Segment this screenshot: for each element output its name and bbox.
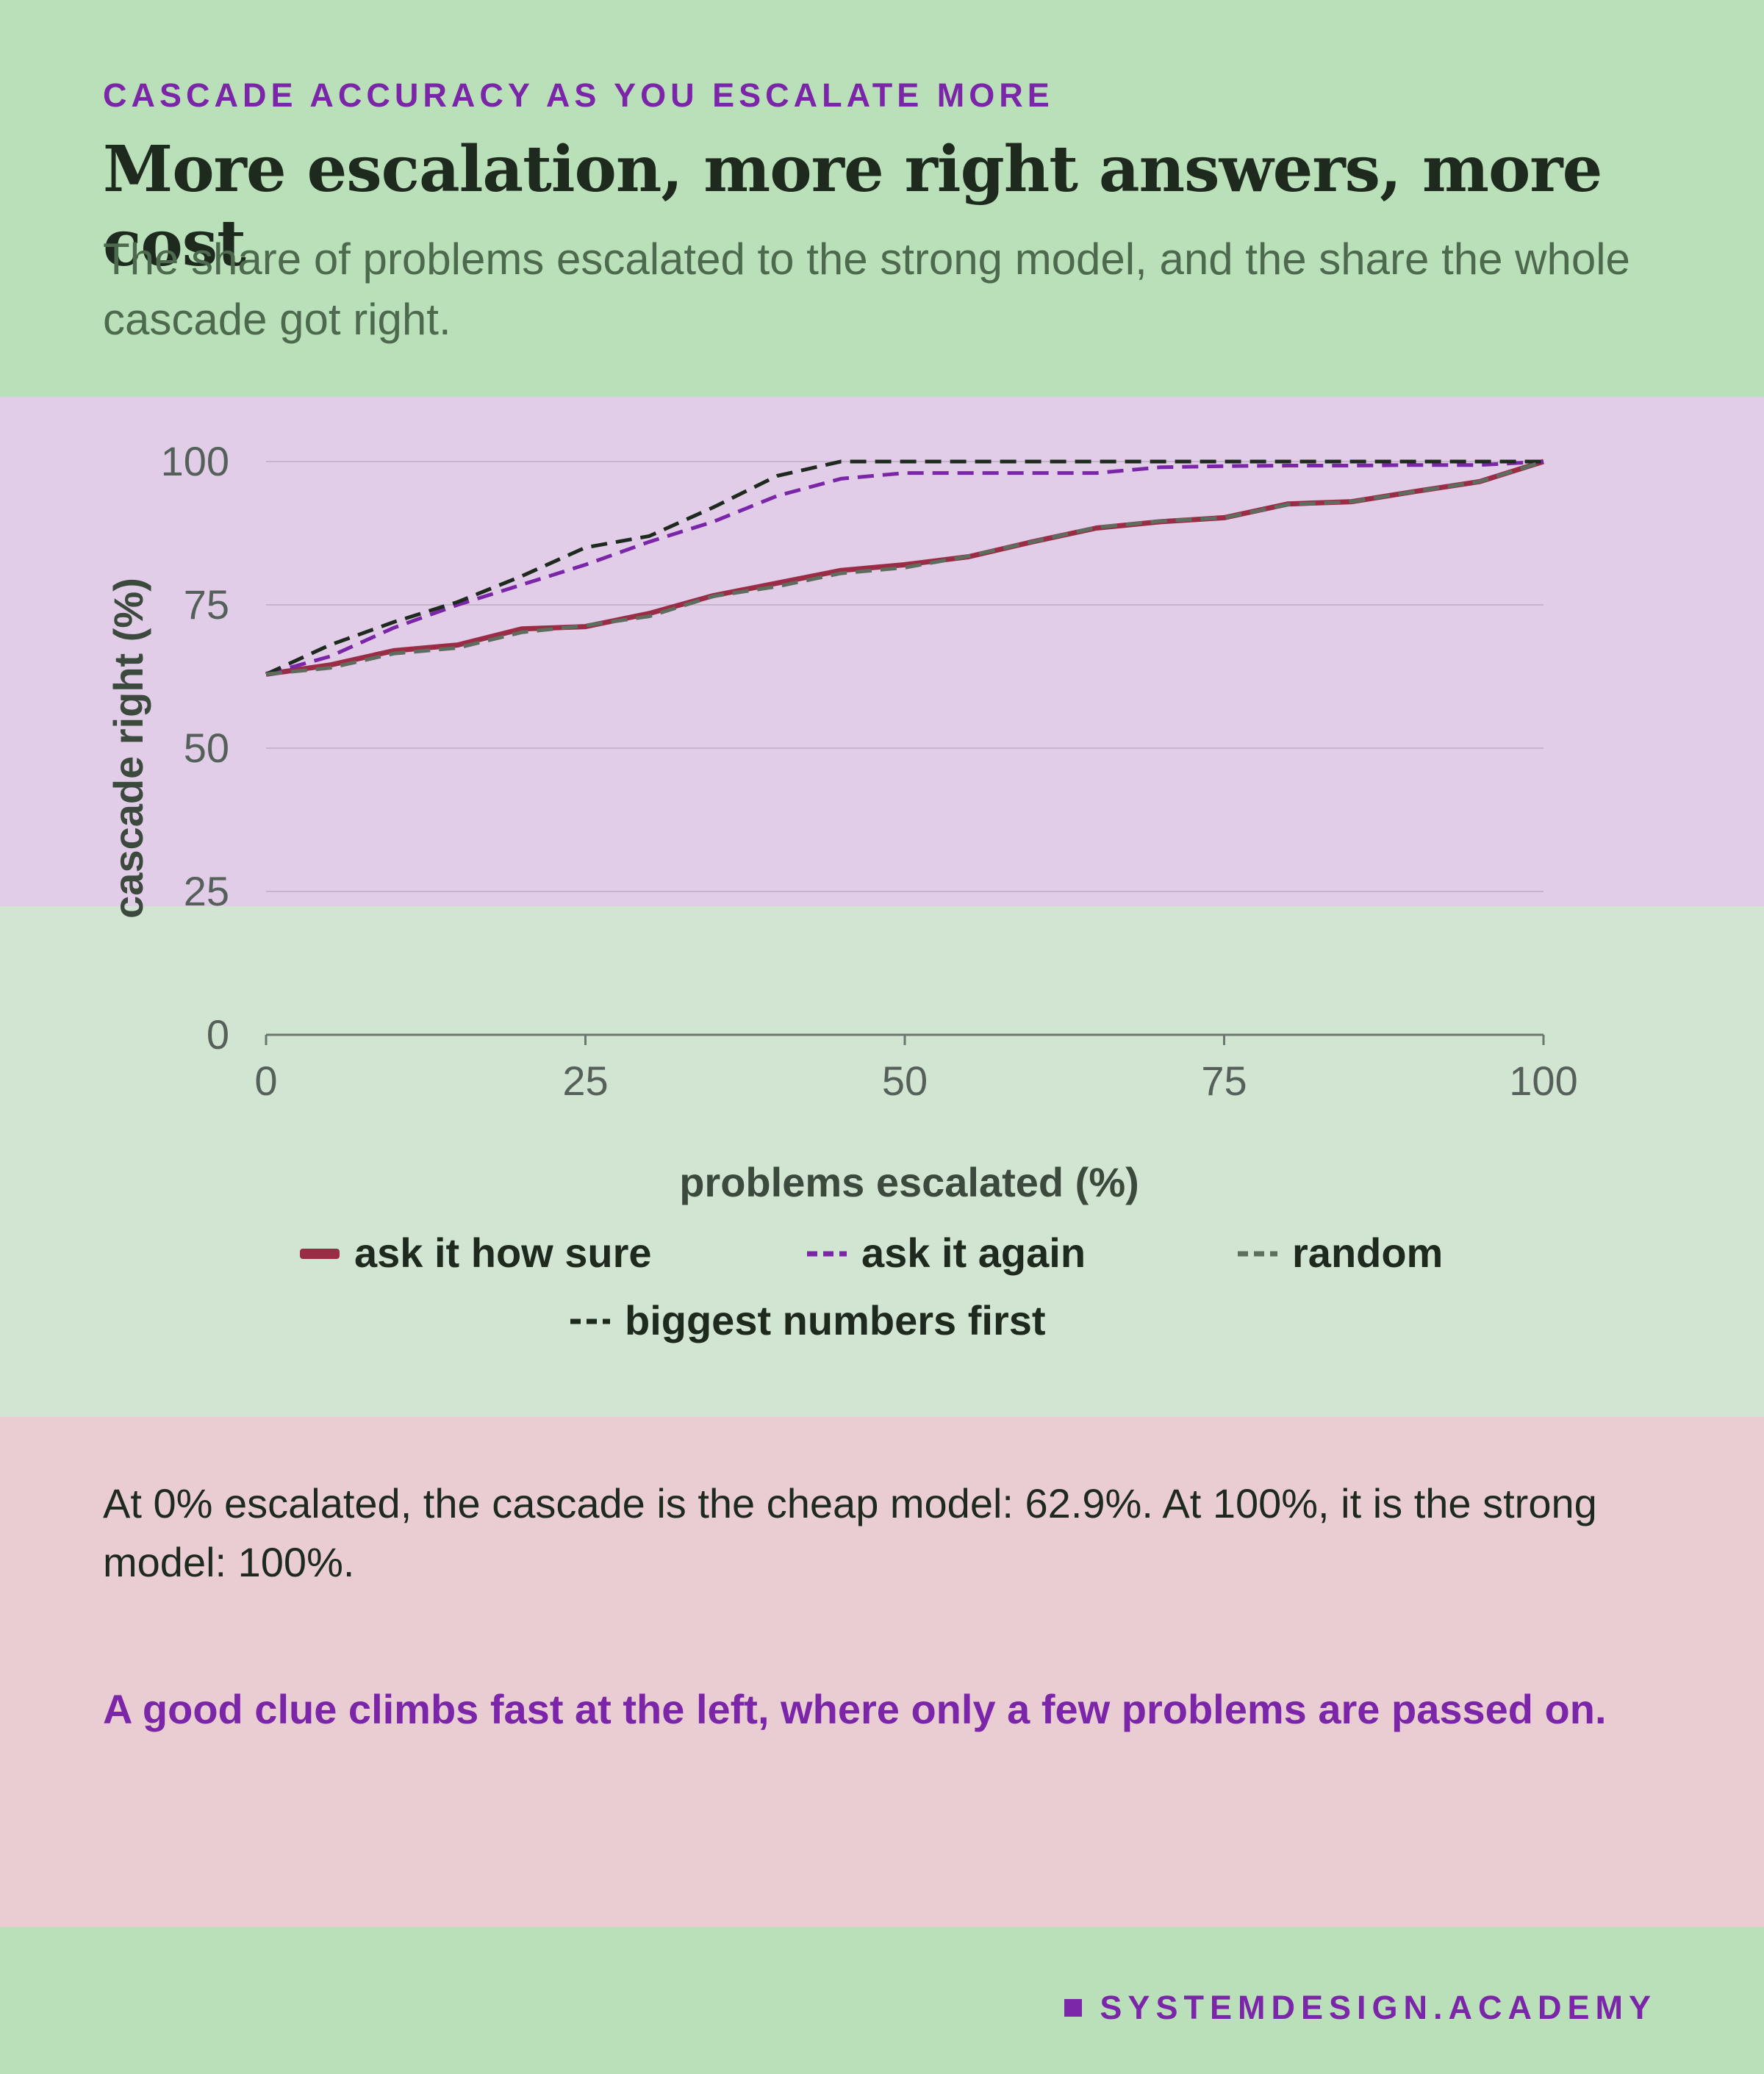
y-tick-label: 50 (184, 725, 229, 771)
notes-band (0, 1417, 1764, 1927)
x-tick-label: 50 (882, 1058, 928, 1104)
series-line-biggest-numbers-first (265, 459, 1544, 676)
brand-square-icon (1064, 1999, 1083, 2017)
y-tick-label: 100 (161, 438, 229, 484)
brand-label: SYSTEMDESIGN.ACADEMY (1100, 1989, 1657, 2026)
x-tick-label: 75 (1201, 1058, 1247, 1104)
notes-takeaway: A good clue climbs fast at the left, whe… (103, 1686, 1607, 1732)
x-tick-label: 100 (1509, 1058, 1577, 1104)
legend-swatch-dashed-icon (1238, 1251, 1277, 1256)
series-line-random (265, 459, 1544, 676)
chart-title: More escalation, more right answers, mor… (103, 132, 1602, 281)
legend-label: random (1292, 1230, 1444, 1276)
legend-item-biggest-numbers-first: biggest numbers first (570, 1296, 1046, 1344)
legend-label: ask it again (861, 1230, 1086, 1276)
legend-label: biggest numbers first (625, 1297, 1046, 1343)
x-tick-label: 25 (562, 1058, 608, 1104)
y-tick-label: 25 (184, 868, 229, 914)
footer-band (0, 1927, 1764, 2074)
chart-subtitle: The share of problems escalated to the s… (103, 234, 1630, 344)
y-tick-label: 0 (207, 1011, 229, 1058)
x-axis-title: problems escalated (%) (679, 1159, 1139, 1205)
legend-item-ask-it-again: ask it again (807, 1229, 1086, 1277)
legend-item-ask-it-how-sure: ask it how sure (300, 1229, 652, 1277)
legend-swatch-solid-icon (300, 1248, 340, 1259)
legend-item-random: random (1238, 1229, 1443, 1277)
y-axis-title: cascade right (%) (105, 578, 151, 919)
series-line-ask-it-again (265, 459, 1544, 676)
legend-swatch-dashed-icon (570, 1318, 610, 1324)
legend-label: ask it how sure (354, 1230, 652, 1276)
legend-swatch-dashed-icon (807, 1251, 847, 1256)
eyebrow-label: CASCADE ACCURACY AS YOU ESCALATE MORE (103, 76, 1054, 114)
brand-footer[interactable]: SYSTEMDESIGN.ACADEMY (1064, 1989, 1657, 2027)
y-tick-label: 75 (184, 581, 229, 628)
legend-band (0, 906, 1764, 1417)
series-line-ask-it-how-sure (265, 459, 1545, 677)
notes-body: At 0% escalated, the cascade is the chea… (103, 1480, 1597, 1585)
x-tick-label: 0 (254, 1058, 277, 1104)
header-band (0, 0, 1764, 397)
